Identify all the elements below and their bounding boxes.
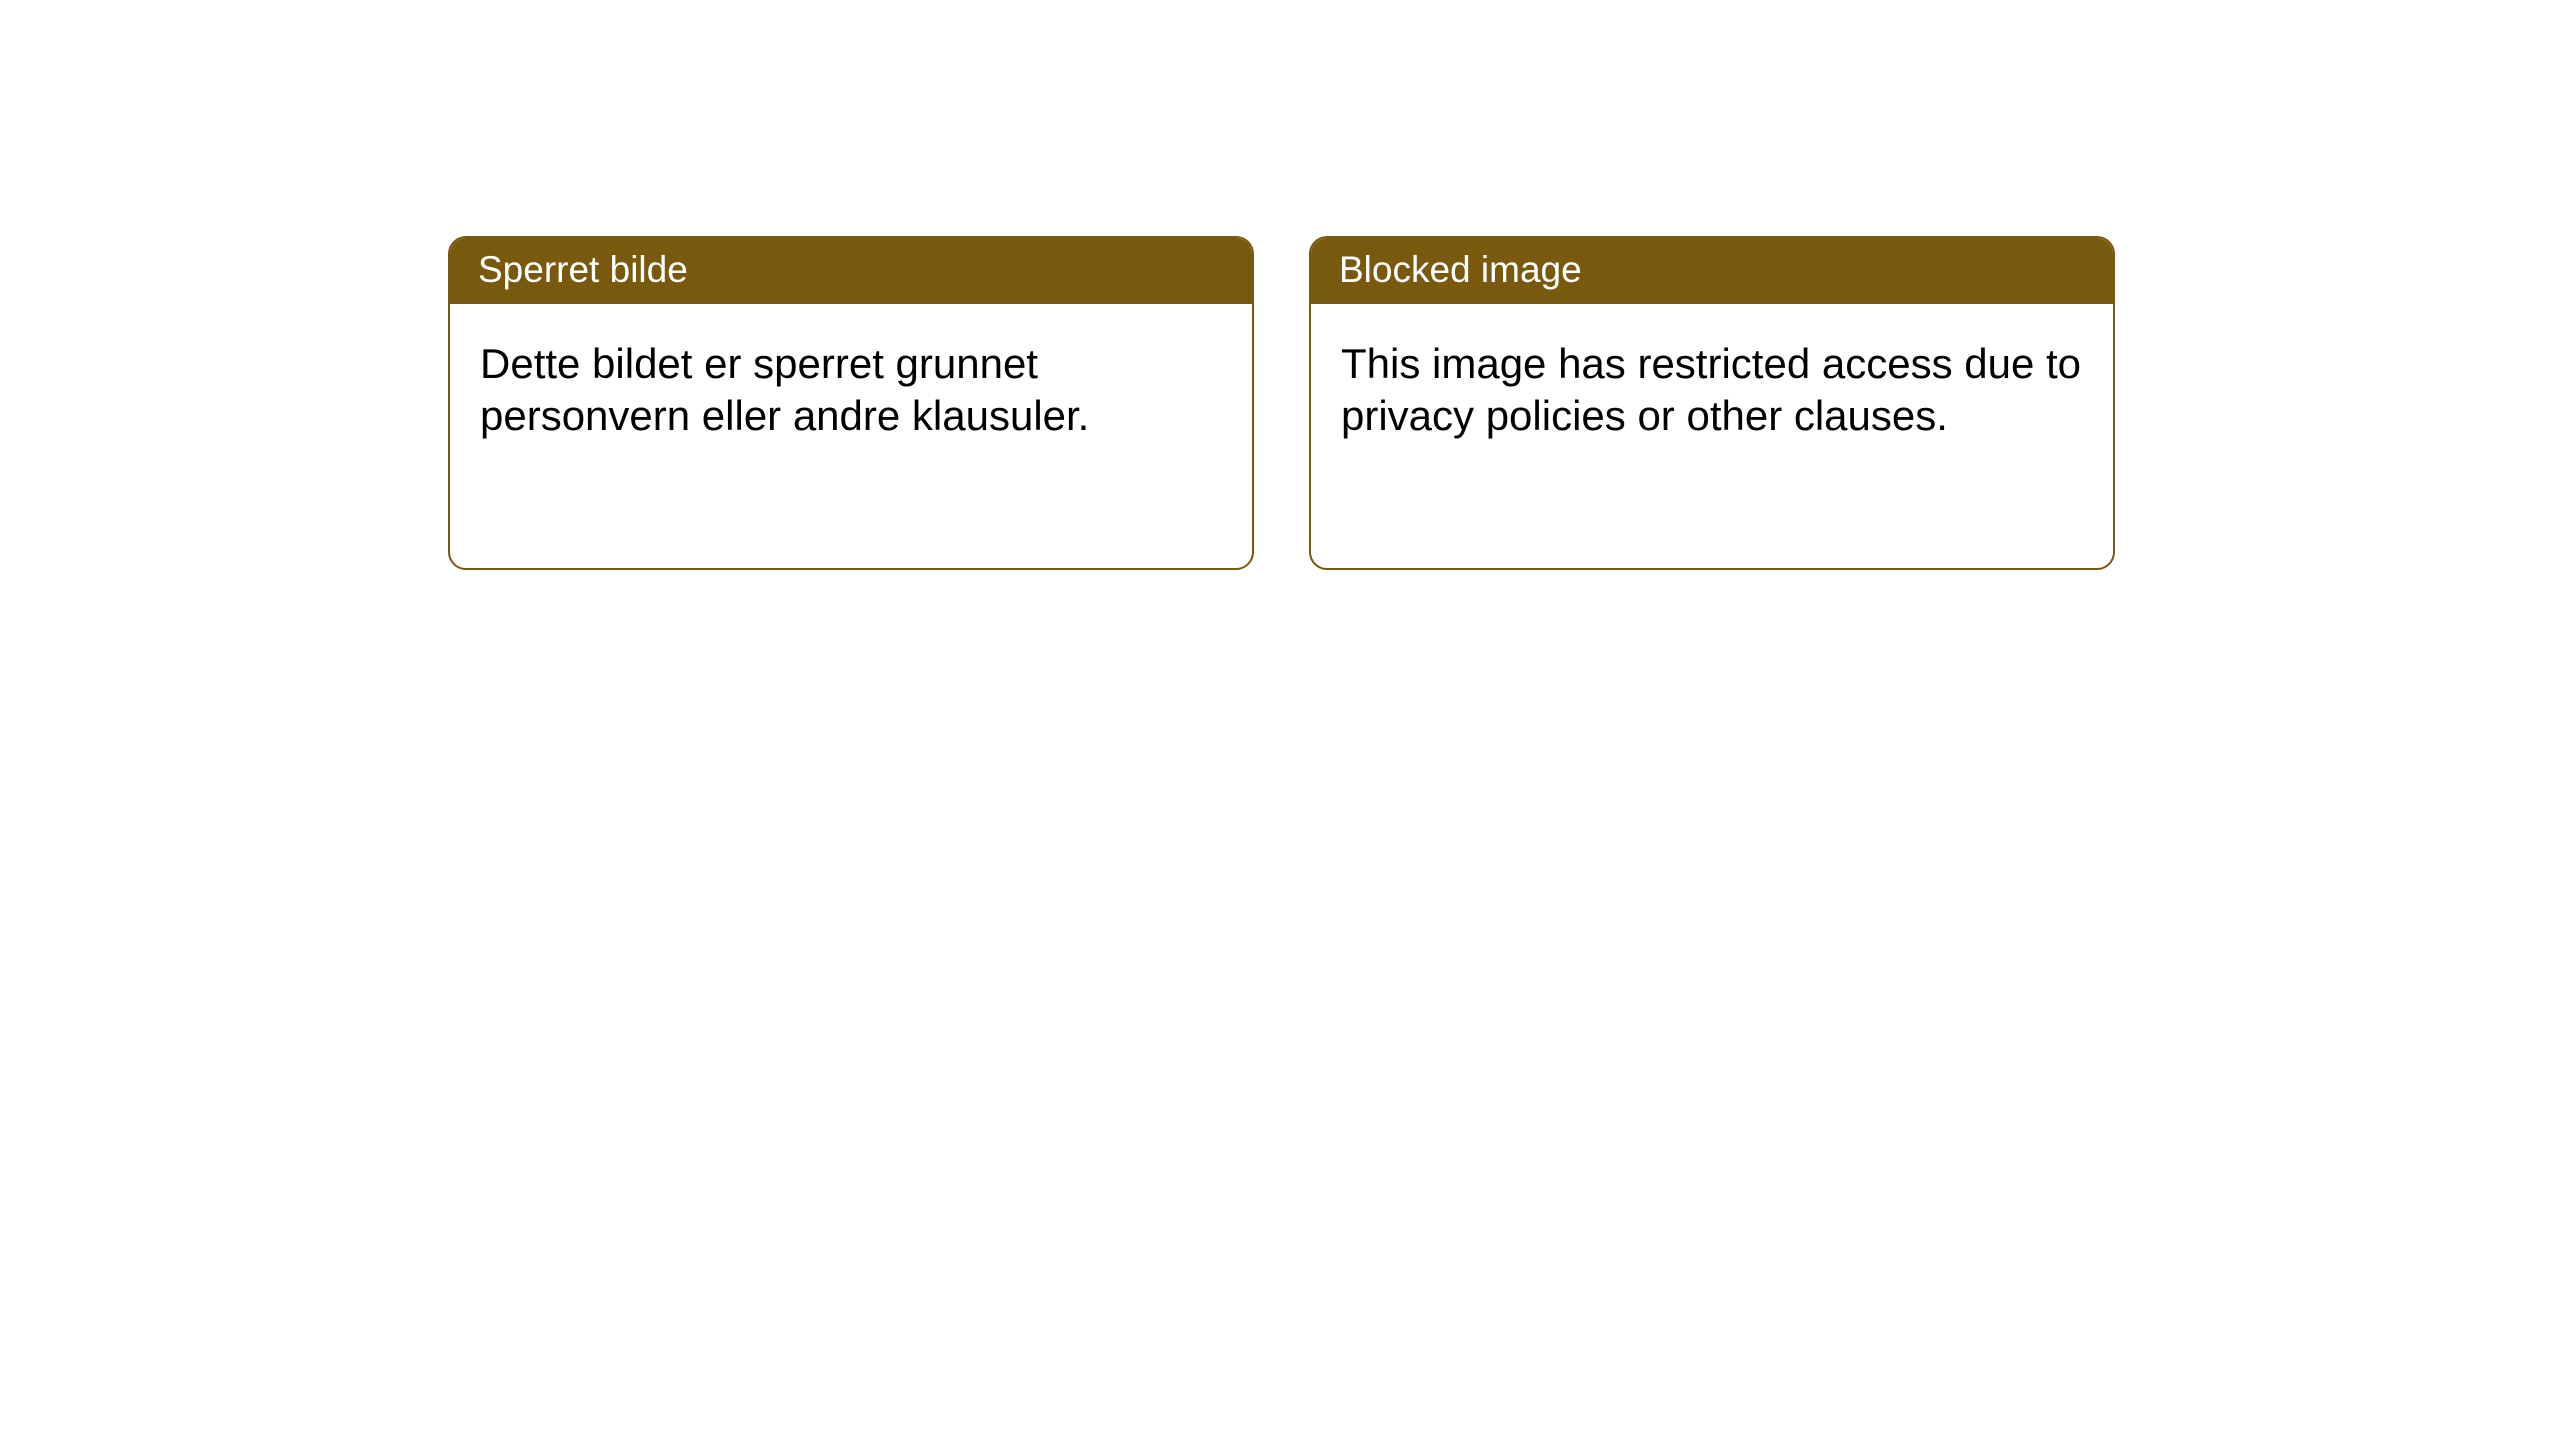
blocked-image-card-en: Blocked image This image has restricted … [1309,236,2115,570]
card-body-no: Dette bildet er sperret grunnet personve… [450,304,1252,476]
card-title-no: Sperret bilde [478,249,688,290]
card-body-en: This image has restricted access due to … [1311,304,2113,476]
card-header-no: Sperret bilde [450,238,1252,304]
card-title-en: Blocked image [1339,249,1582,290]
blocked-image-card-no: Sperret bilde Dette bildet er sperret gr… [448,236,1254,570]
card-message-en: This image has restricted access due to … [1341,340,2081,439]
card-message-no: Dette bildet er sperret grunnet personve… [480,340,1089,439]
card-header-en: Blocked image [1311,238,2113,304]
notice-container: Sperret bilde Dette bildet er sperret gr… [0,0,2560,570]
